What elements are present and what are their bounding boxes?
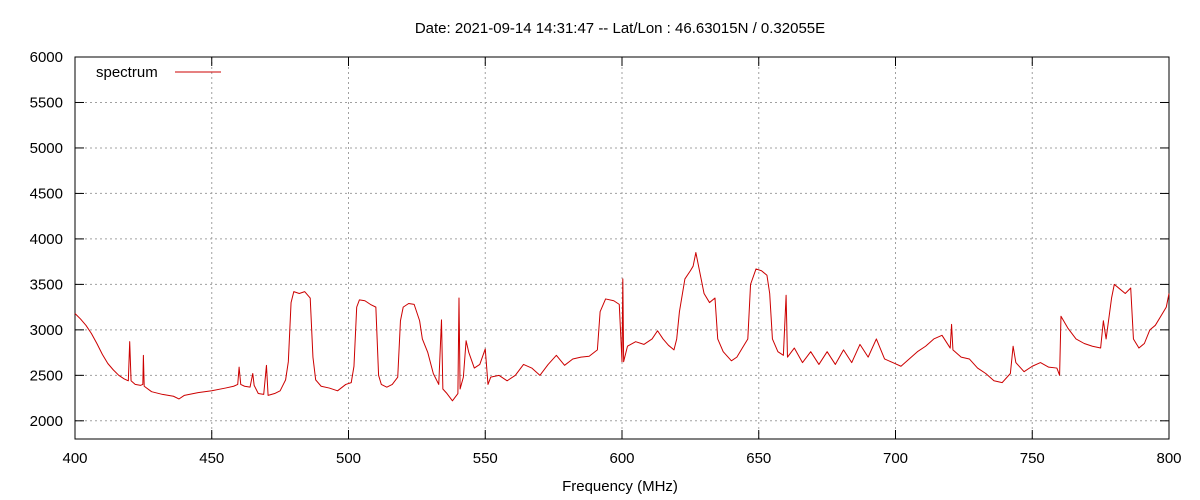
y-tick-label: 2500: [30, 367, 63, 384]
x-tick-label: 750: [1020, 450, 1045, 467]
x-tick-label: 400: [62, 450, 87, 467]
y-tick-label: 5500: [30, 94, 63, 111]
x-tick-label: 700: [883, 450, 908, 467]
axis-ticks: 2000 2500 3000 3500 4000 4500 5000 5500 6000 400 4…: [30, 49, 1182, 467]
plot-frame: [74, 56, 1170, 440]
x-tick-label: 650: [746, 450, 771, 467]
legend: spectrum: [96, 64, 221, 81]
y-tick-label: 3500: [30, 276, 63, 293]
y-tick-label: 4000: [30, 231, 63, 248]
spectrum-line: [74, 252, 1170, 402]
y-tick-label: 5000: [30, 140, 63, 157]
x-axis-label: Frequency (MHz): [562, 478, 678, 495]
y-tick-label: 6000: [30, 49, 63, 66]
x-tick-label: 550: [473, 450, 498, 467]
y-tick-label: 4500: [30, 185, 63, 202]
chart-title: Date: 2021-09-14 14:31:47 -- Lat/Lon : 4…: [415, 20, 825, 37]
y-tick-label: 2000: [30, 413, 63, 430]
grid-lines: [75, 57, 1169, 439]
y-tick-label: 3000: [30, 322, 63, 339]
x-tick-label: 500: [336, 450, 361, 467]
series-layer: [74, 252, 1170, 402]
x-tick-label: 800: [1156, 450, 1181, 467]
legend-label: spectrum: [96, 64, 158, 81]
x-tick-label: 600: [609, 450, 634, 467]
x-tick-label: 450: [199, 450, 224, 467]
